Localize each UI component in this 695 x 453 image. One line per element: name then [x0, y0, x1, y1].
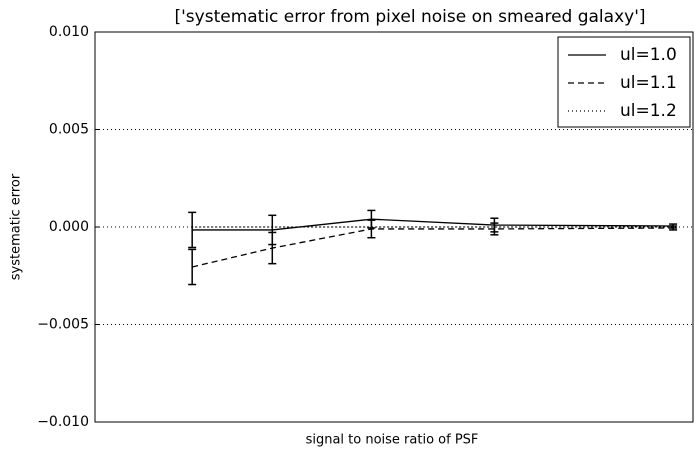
error-bar	[268, 231, 277, 265]
plot-frame	[94, 31, 694, 423]
y-tick-label: 0.000	[49, 219, 89, 235]
error-bar	[188, 248, 197, 286]
legend-label: ul=1.1	[620, 73, 677, 93]
series-line	[192, 227, 674, 268]
y-tick-label: −0.010	[37, 414, 89, 430]
x-axis-label: signal to noise ratio of PSF	[306, 433, 479, 448]
legend-box	[557, 36, 691, 128]
y-axis-label: systematic error	[9, 173, 24, 280]
legend-label: ul=1.0	[620, 45, 677, 65]
y-tick-label: −0.005	[37, 317, 89, 333]
error-bar	[367, 219, 376, 239]
y-tick-label: 0.005	[49, 122, 89, 138]
y-tick-label: 0.010	[49, 24, 89, 40]
chart-title: ['systematic error from pixel noise on s…	[174, 7, 645, 27]
error-bar	[188, 211, 197, 249]
error-bar	[490, 222, 499, 236]
legend-label: ul=1.2	[620, 101, 677, 121]
